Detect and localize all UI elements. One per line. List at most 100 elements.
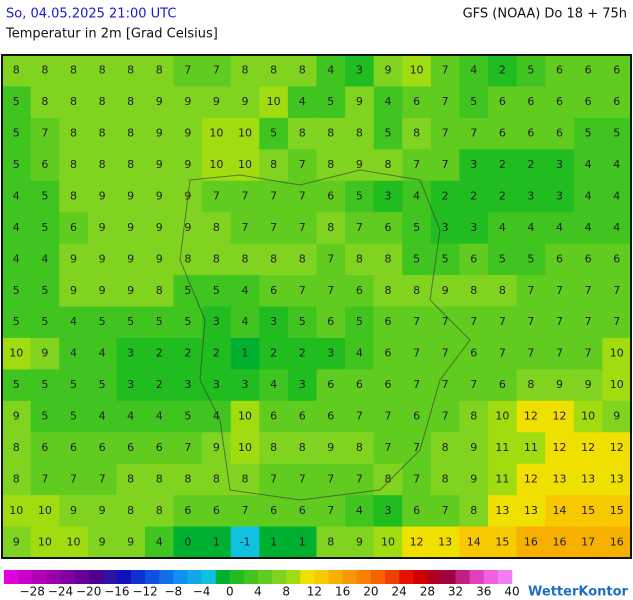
temp-cell	[259, 180, 289, 213]
temp-value: 9	[156, 158, 163, 171]
temp-cell	[430, 400, 460, 433]
scale-swatch	[300, 570, 315, 584]
temp-value: 10	[381, 535, 395, 548]
temp-cell	[573, 337, 603, 370]
temp-cell	[144, 463, 175, 496]
temp-cell	[602, 432, 632, 465]
temp-value: 10	[209, 158, 223, 171]
temp-value: 4	[13, 189, 20, 202]
temp-cell	[144, 149, 175, 182]
temp-cell	[345, 275, 375, 307]
temp-cell	[144, 432, 175, 465]
temp-value: 9	[613, 410, 620, 423]
temp-value: 7	[327, 504, 334, 517]
temp-cell	[173, 369, 203, 402]
temp-cell	[173, 149, 203, 182]
temp-value: 3	[127, 378, 134, 391]
temp-cell	[230, 337, 260, 370]
temp-cell	[230, 243, 260, 276]
temp-cell	[144, 369, 175, 402]
temp-cell	[30, 526, 60, 559]
temp-value: 6	[527, 127, 534, 140]
temp-value: 3	[270, 315, 277, 328]
temp-cell	[287, 463, 317, 496]
temp-cell	[59, 526, 89, 559]
temp-value: 5	[413, 221, 420, 234]
temp-value: 9	[156, 127, 163, 140]
temp-cell	[602, 243, 632, 276]
temp-value: 7	[41, 472, 48, 485]
temp-cell	[402, 526, 432, 559]
temp-value: 9	[99, 504, 106, 517]
temp-value: 7	[356, 221, 363, 234]
temp-value: 7	[470, 378, 477, 391]
temp-cell	[345, 243, 375, 276]
scale-label: 36	[476, 585, 491, 599]
temp-cell	[516, 180, 546, 213]
temp-cell	[488, 495, 518, 528]
temp-value: 14	[553, 504, 567, 517]
temp-cell	[459, 526, 489, 559]
temp-value: 15	[495, 535, 509, 548]
temp-cell	[373, 212, 403, 245]
temp-cell	[116, 432, 146, 465]
temp-cell	[373, 369, 403, 402]
temp-cell	[259, 369, 289, 402]
temp-cell	[430, 55, 460, 87]
temp-cell	[316, 117, 346, 150]
temp-value: 3	[213, 378, 220, 391]
temp-cell	[545, 180, 575, 213]
temp-value: 5	[41, 189, 48, 202]
temp-cell	[316, 55, 346, 87]
temp-cell	[573, 149, 603, 182]
temp-value: 2	[442, 189, 449, 202]
temp-value: 8	[13, 64, 20, 77]
temp-cell	[516, 86, 546, 119]
temp-value: 5	[41, 221, 48, 234]
temp-value: 3	[299, 378, 306, 391]
temp-cell	[59, 212, 89, 245]
temp-value: 13	[553, 472, 567, 485]
temp-cell	[87, 180, 117, 213]
temp-value: 8	[327, 127, 334, 140]
temp-value: 6	[499, 95, 506, 108]
map-frame	[1, 54, 632, 559]
temp-cell	[230, 180, 260, 213]
temp-value: 4	[613, 158, 620, 171]
temp-value: 10	[238, 410, 252, 423]
temp-cell	[59, 463, 89, 496]
temp-value: 5	[184, 315, 191, 328]
temp-cell	[316, 149, 346, 182]
temp-value: 5	[70, 410, 77, 423]
temp-cell	[2, 337, 32, 370]
temp-value: 6	[613, 95, 620, 108]
temp-cell	[116, 306, 146, 339]
temp-cell	[116, 526, 146, 559]
temp-cell	[202, 275, 232, 307]
temp-cell	[602, 463, 632, 496]
scale-swatch	[88, 570, 104, 584]
temp-cell	[373, 306, 403, 339]
temp-cell	[545, 495, 575, 528]
temp-value: 7	[442, 410, 449, 423]
temp-value: 4	[70, 315, 77, 328]
temp-value: 9	[41, 347, 48, 360]
temp-value: 13	[495, 504, 509, 517]
temp-cell	[87, 117, 117, 150]
temp-value: 4	[99, 347, 106, 360]
temp-cell	[144, 55, 175, 87]
temp-value: 9	[356, 158, 363, 171]
temp-cell	[488, 180, 518, 213]
temp-cell	[2, 149, 32, 182]
temp-value: 7	[356, 472, 363, 485]
temp-value: 6	[384, 315, 391, 328]
temp-cell	[373, 526, 403, 559]
temp-value: 10	[238, 127, 252, 140]
temp-value: 7	[270, 472, 277, 485]
temp-value: 7	[442, 64, 449, 77]
temp-cell	[516, 495, 546, 528]
temp-value: 4	[156, 410, 163, 423]
temp-cell	[59, 400, 89, 433]
temp-value: 8	[270, 158, 277, 171]
temp-cell	[287, 243, 317, 276]
